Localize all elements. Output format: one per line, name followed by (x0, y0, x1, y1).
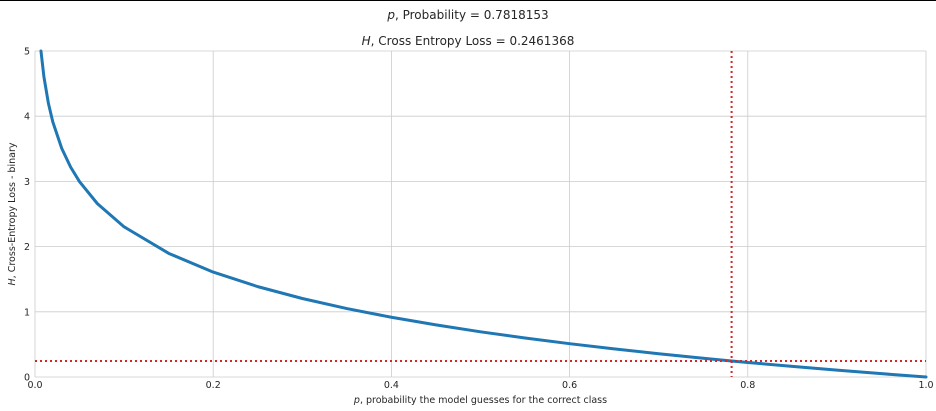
x-tick-label: 0.6 (562, 380, 577, 391)
title-variable: H (361, 34, 371, 48)
y-tick-label: 0 (24, 373, 30, 384)
y-axis-label-variable: H (7, 278, 18, 285)
figure-top-border (0, 0, 936, 1)
y-tick-label: 5 (24, 47, 30, 58)
x-axis-label-variable: p (353, 395, 360, 406)
grid (34, 50, 927, 378)
loss-curve-line (39, 49, 928, 379)
suptitle-text: , Probability = 0.7818153 (394, 8, 549, 22)
y-tick-label: 1 (24, 307, 30, 318)
y-axis-label: H, Cross-Entropy Loss - binary (7, 142, 18, 285)
x-axis-label: p, probability the model guesses for the… (353, 395, 607, 406)
x-tick-label: 0.8 (740, 380, 755, 391)
chart-title: H, Cross Entropy Loss = 0.2461368 (0, 34, 936, 48)
figure-suptitle: p, Probability = 0.7818153 (0, 8, 936, 22)
title-text: , Cross Entropy Loss = 0.2461368 (370, 34, 575, 48)
y-axis-label-text: , Cross-Entropy Loss - binary (7, 142, 18, 278)
suptitle-variable: p (387, 8, 395, 22)
y-tick-label: 3 (24, 177, 30, 188)
x-tick-label: 1.0 (918, 380, 933, 391)
x-axis-label-text: , probability the model guesses for the … (360, 395, 607, 406)
x-tick-labels: 0.0 0.2 0.4 0.6 0.8 1.0 (27, 380, 933, 391)
x-tick-label: 0.0 (27, 380, 42, 391)
plot-lines (35, 49, 928, 379)
x-tick-label: 0.4 (384, 380, 399, 391)
y-tick-labels: 0 1 2 3 4 5 (24, 47, 30, 384)
y-tick-label: 4 (24, 112, 30, 123)
x-tick-label: 0.2 (206, 380, 221, 391)
y-tick-label: 2 (24, 242, 30, 253)
